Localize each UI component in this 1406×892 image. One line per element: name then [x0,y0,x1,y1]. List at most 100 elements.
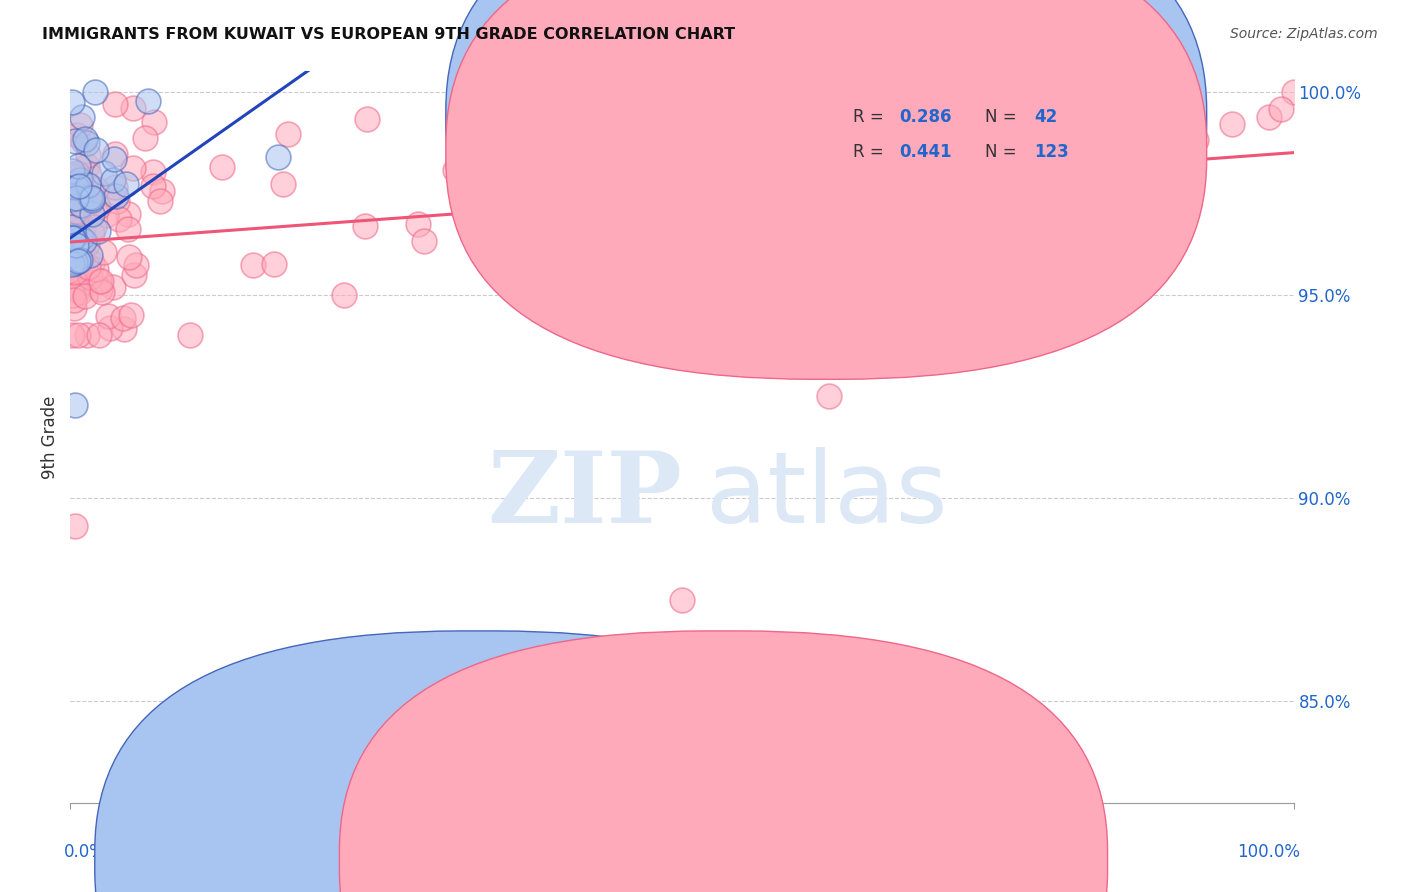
Point [627,184,650,198]
Point [60,228,83,243]
Point [104,180,127,194]
Point [575,199,598,213]
Point [664,230,686,244]
Point [76,236,98,251]
Point [80,206,103,220]
Point [122,161,145,176]
Point [671,592,693,607]
Point [67,268,90,282]
Point [915,102,938,116]
Point [1099,161,1122,175]
Point [643,99,665,113]
Point [77,186,100,201]
Point [671,210,693,224]
Point [69,232,91,246]
Point [105,188,128,202]
Point [79,248,101,262]
Point [65,237,87,252]
Point [66,173,89,187]
Point [84,261,107,276]
Point [69,285,91,299]
Point [63,301,86,315]
Point [80,226,103,240]
Point [606,243,628,257]
FancyBboxPatch shape [339,631,1108,892]
Point [125,258,148,272]
Point [1220,117,1243,131]
Point [242,258,264,272]
Point [84,182,107,196]
Point [1270,103,1292,117]
Point [104,97,127,112]
Point [263,257,285,271]
Point [1038,93,1060,107]
Point [122,268,145,282]
Point [83,219,105,234]
Point [73,289,96,303]
Point [80,193,103,207]
Point [60,219,83,234]
Point [1136,221,1159,235]
Point [67,237,90,252]
Point [89,282,111,296]
Point [79,169,101,183]
Point [67,282,90,296]
Text: 0.441: 0.441 [900,143,952,161]
Point [65,204,87,219]
Text: N =: N = [986,109,1022,127]
Point [120,308,142,322]
Point [467,186,489,201]
Point [76,136,98,150]
Point [817,389,839,403]
Text: Source: ZipAtlas.com: Source: ZipAtlas.com [1230,27,1378,41]
Point [60,246,83,260]
Point [62,168,84,182]
Point [66,205,89,219]
Point [65,128,87,143]
FancyBboxPatch shape [786,86,1153,185]
Point [66,328,89,343]
Point [69,193,91,207]
Point [93,244,115,259]
Point [408,217,430,231]
Point [66,178,89,192]
Point [60,252,83,266]
Point [97,309,120,323]
Point [66,254,89,268]
Point [84,85,107,99]
Point [69,172,91,186]
Point [65,211,87,226]
Point [66,192,89,206]
Point [66,280,89,294]
Point [105,194,128,209]
Point [60,95,83,109]
Point [63,175,86,189]
Point [143,115,166,129]
Text: 123: 123 [1035,143,1069,161]
Point [63,189,86,203]
FancyBboxPatch shape [446,0,1206,345]
Point [271,177,294,191]
Point [67,179,90,194]
Text: IMMIGRANTS FROM KUWAIT VS EUROPEAN 9TH GRADE CORRELATION CHART: IMMIGRANTS FROM KUWAIT VS EUROPEAN 9TH G… [42,27,735,42]
Point [104,146,127,161]
Point [547,245,569,260]
Point [63,253,86,268]
Point [148,194,170,208]
Point [101,173,124,187]
Point [76,237,98,252]
Point [65,180,87,194]
Point [117,221,139,235]
Point [793,209,815,223]
Text: Immigrants from Kuwait: Immigrants from Kuwait [505,852,704,870]
Point [62,257,84,271]
Point [108,212,131,227]
Point [77,178,100,193]
Point [70,198,93,212]
Point [112,322,135,336]
Point [63,398,86,412]
Point [90,274,112,288]
Text: R =: R = [853,143,889,161]
Point [76,159,98,173]
Point [65,191,87,205]
